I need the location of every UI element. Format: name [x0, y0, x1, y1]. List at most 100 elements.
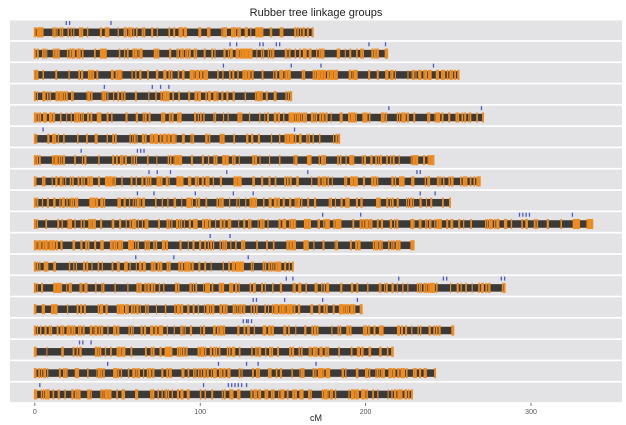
marker-tick	[211, 282, 214, 293]
marker-tick	[276, 304, 279, 315]
marker-tick	[148, 240, 150, 251]
marker-tick	[416, 282, 418, 293]
marker-tick	[289, 197, 292, 208]
marker-tick	[376, 240, 379, 251]
marker-tick	[361, 346, 363, 357]
marker-tick	[347, 304, 350, 315]
marker-tick	[300, 112, 303, 123]
marker-tick	[237, 261, 240, 272]
marker-tick	[176, 176, 179, 187]
marker-tick	[160, 91, 163, 102]
marker-tick	[135, 155, 137, 166]
marker-tick	[168, 91, 170, 102]
marker-tick	[68, 282, 71, 293]
marker-tick	[137, 218, 139, 230]
marker-tick	[231, 389, 234, 400]
marker-tick	[164, 91, 167, 102]
marker-tick	[367, 325, 370, 336]
marker-tick	[546, 218, 549, 230]
marker-tick	[317, 218, 319, 230]
marker-tick	[257, 133, 261, 144]
marker-tick	[282, 389, 285, 400]
marker-tick	[133, 304, 136, 315]
marker-tick	[177, 282, 180, 293]
marker-tick	[443, 69, 446, 80]
marker-tick	[303, 218, 306, 230]
marker-tick	[286, 389, 289, 400]
marker-tick	[351, 112, 354, 123]
marker-tick	[60, 325, 63, 336]
marker-tick	[229, 389, 231, 400]
marker-tick	[35, 346, 37, 357]
marker-tick	[151, 133, 154, 144]
marker-tick	[65, 91, 68, 102]
highlight-marker	[360, 212, 362, 217]
marker-tick	[438, 176, 440, 187]
marker-tick	[223, 133, 225, 144]
marker-tick	[210, 261, 212, 272]
marker-tick	[393, 240, 395, 251]
marker-tick	[211, 48, 214, 59]
marker-tick	[84, 282, 87, 293]
marker-tick	[437, 69, 439, 80]
marker-tick	[33, 368, 36, 379]
marker-tick	[149, 176, 152, 187]
marker-tick	[171, 218, 173, 230]
marker-tick	[463, 218, 465, 230]
marker-tick	[109, 389, 112, 400]
marker-tick	[63, 91, 66, 102]
marker-tick	[181, 261, 184, 272]
marker-tick	[411, 240, 413, 251]
marker-tick	[191, 261, 194, 272]
marker-tick	[412, 176, 415, 187]
marker-tick	[326, 218, 329, 230]
marker-tick	[150, 389, 152, 400]
marker-tick	[89, 197, 92, 208]
marker-tick	[238, 27, 241, 38]
marker-tick	[291, 261, 294, 272]
marker-tick	[281, 27, 284, 38]
marker-tick	[181, 27, 183, 38]
marker-tick	[250, 261, 252, 272]
marker-tick	[367, 282, 369, 293]
marker-tick	[274, 304, 276, 315]
marker-tick	[162, 112, 165, 123]
marker-tick	[482, 112, 485, 123]
marker-tick	[394, 218, 396, 230]
marker-tick	[138, 368, 140, 379]
linkage-group	[10, 382, 622, 403]
highlight-marker	[136, 191, 139, 196]
highlight-marker	[242, 319, 244, 324]
marker-tick	[457, 112, 460, 123]
x-tick-label: 100	[194, 409, 206, 416]
marker-tick	[303, 368, 305, 379]
marker-tick	[182, 48, 184, 59]
marker-tick	[272, 48, 275, 59]
marker-tick	[340, 197, 343, 208]
marker-tick	[362, 48, 365, 59]
marker-tick	[267, 218, 269, 230]
marker-tick	[53, 282, 56, 293]
marker-tick	[235, 48, 238, 59]
marker-tick	[321, 176, 324, 187]
marker-tick	[371, 176, 374, 187]
marker-tick	[251, 197, 254, 208]
marker-tick	[575, 218, 578, 230]
marker-tick	[309, 155, 312, 166]
marker-tick	[146, 240, 148, 251]
marker-tick	[310, 389, 312, 400]
marker-tick	[357, 389, 359, 400]
marker-tick	[294, 133, 297, 144]
marker-tick	[53, 261, 56, 272]
marker-tick	[158, 218, 160, 230]
marker-tick	[355, 197, 358, 208]
marker-tick	[323, 176, 325, 187]
marker-tick	[74, 112, 76, 123]
marker-tick	[96, 112, 99, 123]
marker-tick	[231, 261, 234, 272]
marker-tick	[198, 27, 201, 38]
marker-tick	[256, 27, 259, 38]
marker-tick	[161, 197, 163, 208]
marker-tick	[121, 346, 124, 357]
marker-tick	[114, 133, 117, 144]
